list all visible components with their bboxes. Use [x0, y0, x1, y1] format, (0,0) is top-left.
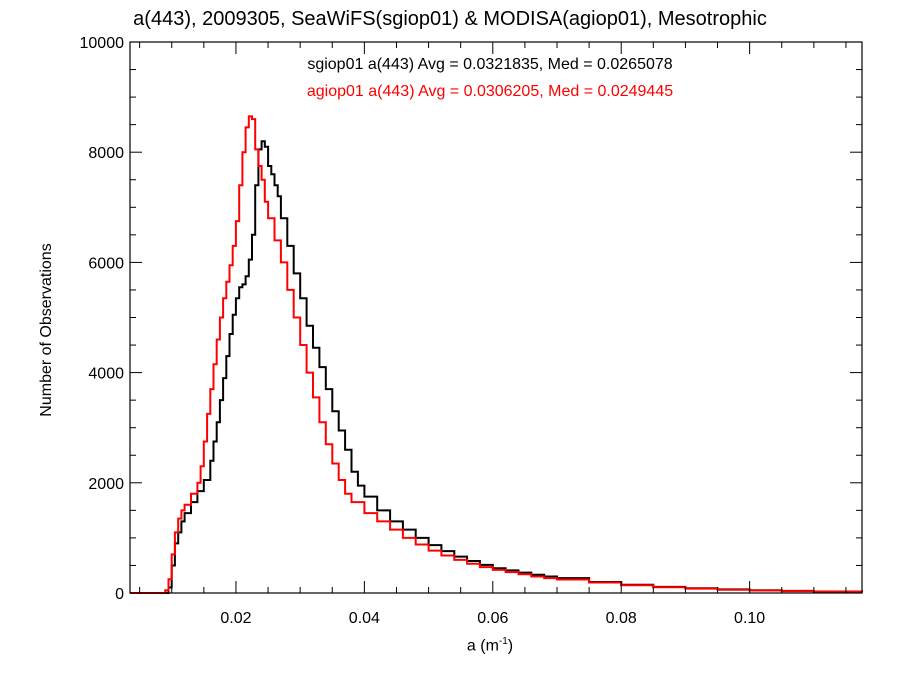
plot-frame — [129, 41, 863, 594]
x-tick-label: 0.04 — [349, 610, 380, 627]
y-tick-label: 6000 — [88, 255, 124, 272]
chart-title: a(443), 2009305, SeaWiFS(sgiop01) & MODI… — [133, 8, 767, 30]
series-layer — [130, 115, 863, 594]
legend-entry-1: sgiop01 a(443) Avg = 0.0321835, Med = 0.… — [307, 56, 672, 73]
y-tick-label: 0 — [115, 586, 124, 603]
y-tick-label: 4000 — [88, 366, 124, 383]
series-line-1 — [130, 140, 863, 594]
legend: sgiop01 a(443) Avg = 0.0321835, Med = 0.… — [307, 56, 673, 100]
x-axis-label-var: a — [466, 637, 476, 655]
ticks-layer: 0 2000 4000 6000 8000 10000 0.02 0.04 0.06 0.08 0.… — [80, 35, 862, 627]
y-tick-label: 8000 — [88, 145, 124, 162]
y-axis-label: Number of Observations — [38, 243, 55, 417]
x-tick-label: 0.10 — [734, 610, 765, 627]
x-tick-label: 0.08 — [606, 610, 637, 627]
legend-entry-2: agiop01 a(443) Avg = 0.0306205, Med = 0.… — [307, 83, 673, 100]
y-tick-label: 10000 — [80, 35, 125, 52]
x-axis-label-unit-close: ) — [507, 637, 514, 655]
x-tick-label: 0.06 — [477, 610, 508, 627]
series-line-2 — [130, 115, 863, 594]
x-axis-label-unit-exp: -1 — [498, 636, 508, 647]
x-tick-label: 0.02 — [220, 610, 251, 627]
x-axis-label: a (m-1) — [0, 636, 900, 655]
x-axis-label-unit-base: (m — [480, 637, 499, 655]
y-tick-label: 2000 — [88, 476, 124, 493]
